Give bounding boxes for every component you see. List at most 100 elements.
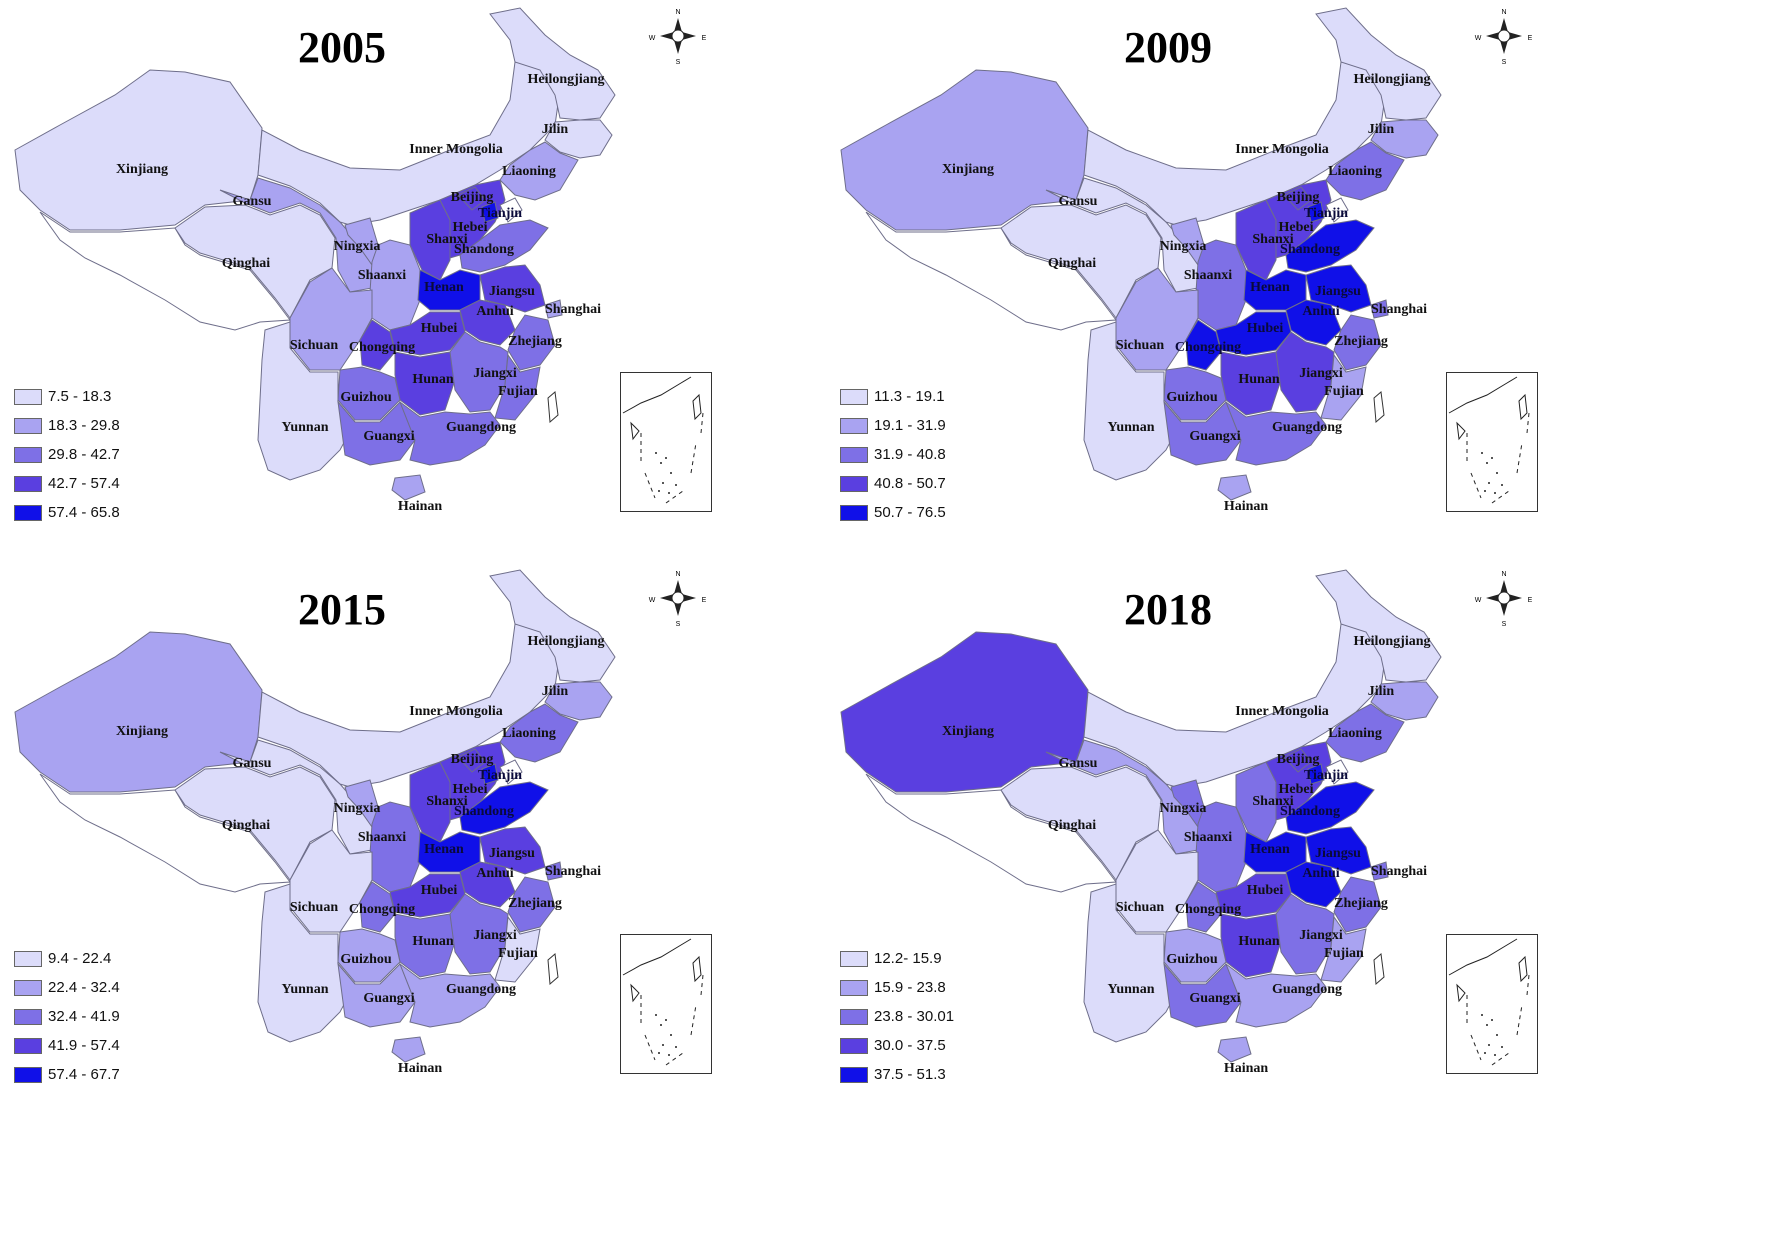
year-title: 2005 — [298, 23, 386, 72]
province-fujian — [1320, 353, 1367, 421]
legend-swatch — [14, 388, 42, 405]
province-label-xinjiang: Xinjiang — [115, 162, 169, 177]
province-label-heilongjiang: Heilongjiang — [1353, 634, 1431, 649]
province-label-guangdong: Guangdong — [1271, 420, 1343, 435]
legend-swatch — [14, 1008, 42, 1025]
legend-entry: 29.8 - 42.7 — [14, 440, 120, 469]
province-label-gansu: Gansu — [232, 194, 272, 209]
province-label-guizhou: Guizhou — [1166, 390, 1218, 405]
compass-icon: N S E W — [649, 9, 707, 66]
legend-swatch — [14, 1037, 42, 1054]
legend-swatch — [14, 504, 42, 521]
province-label-jilin: Jilin — [1367, 122, 1395, 137]
province-label-liaoning: Liaoning — [1328, 164, 1382, 179]
legend-range-label: 12.2- 15.9 — [874, 950, 942, 967]
legend-swatch — [14, 417, 42, 434]
year-title: 2015 — [298, 585, 386, 634]
legend-swatch — [14, 1066, 42, 1083]
legend-entry: 12.2- 15.9 — [840, 944, 954, 973]
legend-entry: 57.4 - 65.8 — [14, 498, 120, 527]
inset-map — [1448, 938, 1530, 1066]
compass-s-label: S — [1502, 59, 1507, 66]
legend: 11.3 - 19.1 19.1 - 31.9 31.9 - 40.8 40.8 - … — [840, 382, 946, 527]
province-label-ningxia: Ningxia — [1159, 801, 1207, 816]
province-label-tianjin: Tianjin — [1303, 206, 1349, 221]
province-beijing — [1283, 748, 1312, 773]
province-label-henan: Henan — [424, 280, 464, 295]
province-label-anhui: Anhui — [1302, 866, 1340, 881]
province-liaoning — [499, 703, 579, 763]
province-label-shanxi: Shanxi — [1252, 232, 1294, 247]
province-label-xinjiang: Xinjiang — [941, 162, 995, 177]
legend-entry: 50.7 - 76.5 — [840, 498, 946, 527]
province-label-tianjin: Tianjin — [477, 768, 523, 783]
taiwan-outline — [547, 391, 559, 424]
province-fujian — [494, 915, 541, 983]
province-label-shanghai: Shanghai — [1370, 302, 1428, 317]
province-label-liaoning: Liaoning — [1328, 726, 1382, 741]
province-guizhou — [337, 366, 401, 421]
province-hebei — [439, 179, 506, 259]
province-label-shanghai: Shanghai — [544, 302, 602, 317]
compass-w-label: W — [649, 35, 656, 42]
province-tianjin — [1307, 201, 1325, 223]
legend-entry: 40.8 - 50.7 — [840, 469, 946, 498]
province-hainan — [391, 1036, 426, 1063]
province-label-hubei: Hubei — [420, 883, 458, 898]
compass-s-label: S — [676, 621, 681, 628]
legend-range-label: 15.9 - 23.8 — [874, 979, 946, 996]
province-shandong — [459, 219, 549, 273]
province-label-guangdong: Guangdong — [445, 420, 517, 435]
province-label-jiangsu: Jiangsu — [1315, 284, 1361, 299]
province-label-shanxi: Shanxi — [1252, 794, 1294, 809]
choropleth-map: N S E W — [840, 7, 1533, 501]
legend-range-label: 29.8 - 42.7 — [48, 446, 120, 463]
compass-n-label: N — [1501, 9, 1506, 16]
province-guangdong — [1224, 962, 1327, 1028]
legend-swatch — [840, 388, 868, 405]
province-label-hubei: Hubei — [420, 321, 458, 336]
province-label-zhejiang: Zhejiang — [508, 334, 562, 349]
province-label-henan: Henan — [1250, 842, 1290, 857]
province-label-beijing: Beijing — [1276, 752, 1320, 767]
province-label-fujian: Fujian — [498, 946, 538, 961]
legend-range-label: 32.4 - 41.9 — [48, 1008, 120, 1025]
legend-entry: 41.9 - 57.4 — [14, 1031, 120, 1060]
province-label-hebei: Hebei — [1278, 782, 1314, 797]
legend-entry: 37.5 - 51.3 — [840, 1060, 954, 1089]
province-hainan — [391, 474, 426, 501]
province-label-shandong: Shandong — [1280, 242, 1340, 257]
province-label-liaoning: Liaoning — [502, 726, 556, 741]
inset-map — [1448, 376, 1530, 504]
province-label-hebei: Hebei — [1278, 220, 1314, 235]
province-liaoning — [1325, 703, 1405, 763]
province-label-gansu: Gansu — [1058, 194, 1098, 209]
compass-e-label: E — [1528, 597, 1533, 604]
province-hebei — [1265, 179, 1332, 259]
province-label-hunan: Hunan — [1238, 372, 1280, 387]
province-label-liaoning: Liaoning — [502, 164, 556, 179]
legend-range-label: 40.8 - 50.7 — [874, 475, 946, 492]
province-label-ningxia: Ningxia — [333, 801, 381, 816]
legend-entry: 15.9 - 23.8 — [840, 973, 954, 1002]
legend-range-label: 57.4 - 67.7 — [48, 1066, 120, 1083]
province-label-guangxi: Guangxi — [363, 991, 415, 1006]
legend-swatch — [14, 446, 42, 463]
province-zhejiang — [1333, 314, 1382, 371]
province-guangdong — [1224, 400, 1327, 466]
province-label-jiangxi: Jiangxi — [473, 928, 517, 943]
legend-swatch — [840, 475, 868, 492]
taiwan-outline — [1373, 391, 1385, 424]
province-label-shanxi: Shanxi — [426, 794, 468, 809]
province-label-anhui: Anhui — [1302, 304, 1340, 319]
year-title: 2009 — [1124, 23, 1212, 72]
bohai-sea — [499, 197, 523, 223]
legend-range-label: 57.4 - 65.8 — [48, 504, 120, 521]
province-label-jiangsu: Jiangsu — [1315, 846, 1361, 861]
province-shanghai — [1370, 861, 1389, 881]
legend-range-label: 19.1 - 31.9 — [874, 417, 946, 434]
bohai-sea — [499, 759, 523, 785]
province-jilin — [1370, 119, 1439, 159]
province-label-hunan: Hunan — [1238, 934, 1280, 949]
